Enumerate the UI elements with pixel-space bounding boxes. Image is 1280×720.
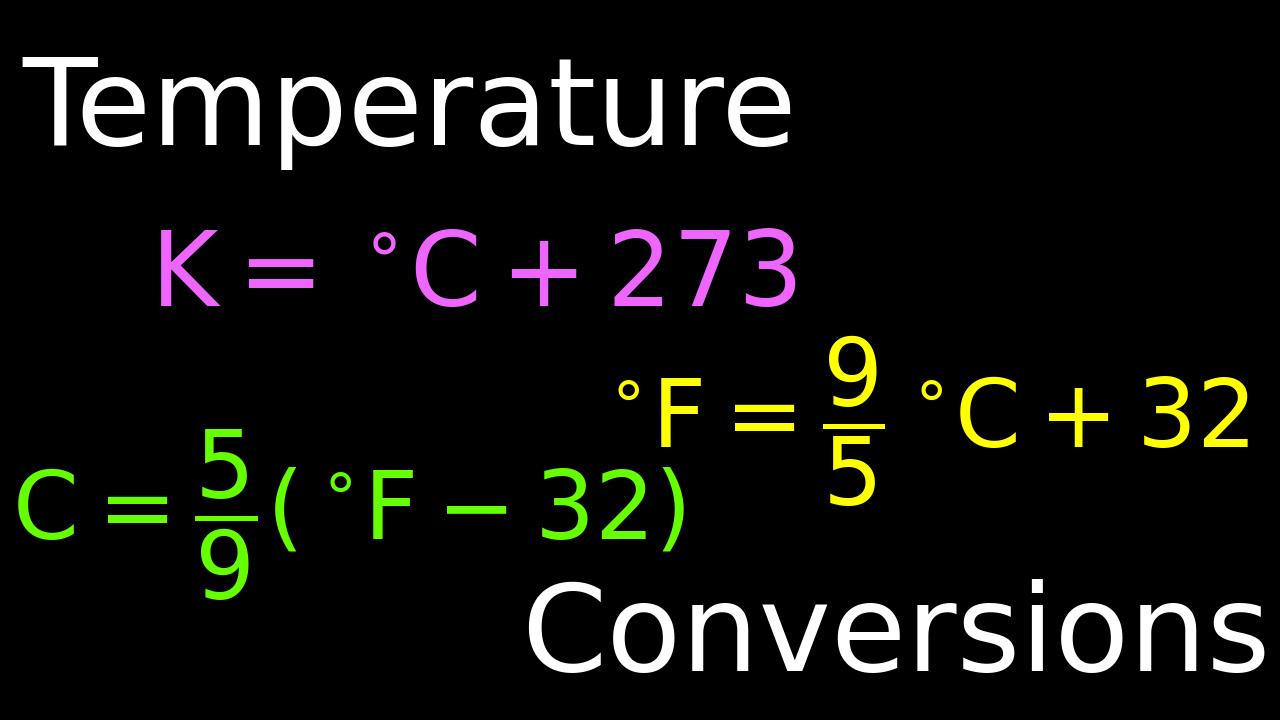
Text: Temperature: Temperature: [22, 53, 797, 170]
Text: $\mathrm{^{\circ}F = \dfrac{9}{5}\,^{\circ}C + 32}$: $\mathrm{^{\circ}F = \dfrac{9}{5}\,^{\ci…: [607, 333, 1249, 509]
Text: $\mathrm{^{\circ}C = \dfrac{5}{9}(\,^{\circ}F - 32)}$: $\mathrm{^{\circ}C = \dfrac{5}{9}(\,^{\c…: [0, 427, 685, 603]
Text: $\mathrm{K = \,^{\circ}C + 273}$: $\mathrm{K = \,^{\circ}C + 273}$: [150, 227, 797, 328]
Text: Conversions: Conversions: [521, 579, 1271, 696]
